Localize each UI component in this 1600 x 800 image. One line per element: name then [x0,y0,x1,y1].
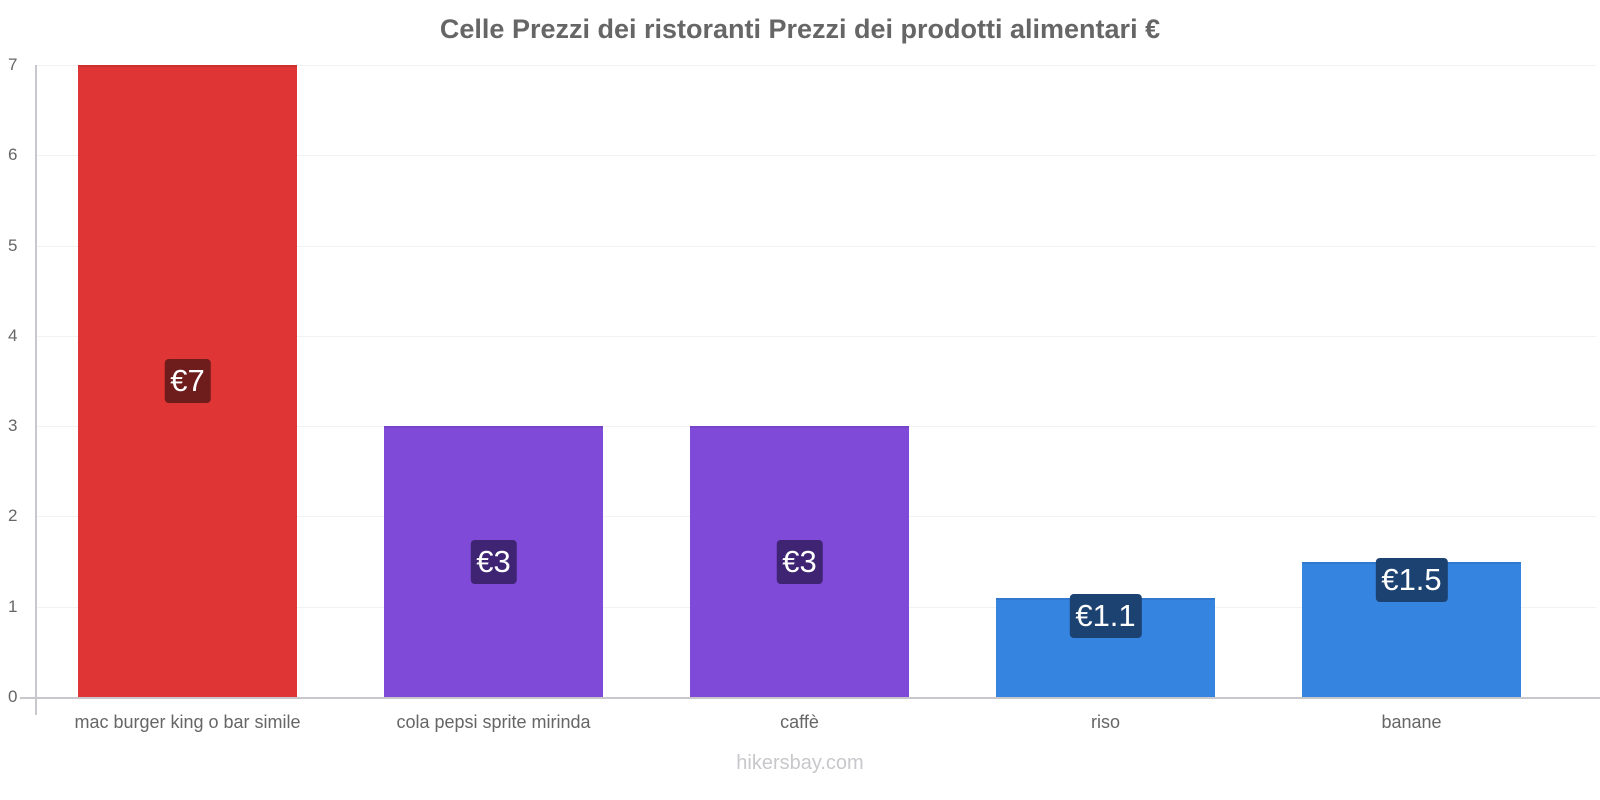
x-tick-label: banane [1381,712,1442,732]
x-tick-label: caffè [780,712,819,732]
y-tick-label: 2 [8,506,18,526]
watermark: hikersbay.com [736,752,864,774]
value-label: €1.1 [1069,593,1142,638]
gridline [36,335,1596,337]
x-tick-label: cola pepsi sprite mirinda [396,712,591,732]
x-tick-label: riso [1090,712,1121,732]
chart-title: Celle Prezzi dei ristoranti Prezzi dei p… [439,14,1161,44]
y-tick-label: 0 [8,687,18,706]
y-tick-label: 3 [8,416,18,436]
x-axis-line [20,697,1600,699]
gridline [36,65,1596,66]
value-label: €3 [470,539,517,584]
x-tick-label: mac burger king o bar simile [74,712,301,732]
y-axis-line [35,65,37,715]
gridline [36,245,1596,247]
value-label: €1.5 [1375,557,1448,602]
y-tick-label: 5 [8,235,18,255]
y-tick-label: 7 [8,55,18,74]
y-tick-label: 4 [8,325,18,345]
y-tick-label: 1 [8,596,18,616]
gridline [36,155,1596,157]
value-label: €7 [164,359,211,403]
value-label: €3 [776,539,823,584]
y-tick-label: 6 [8,145,18,165]
